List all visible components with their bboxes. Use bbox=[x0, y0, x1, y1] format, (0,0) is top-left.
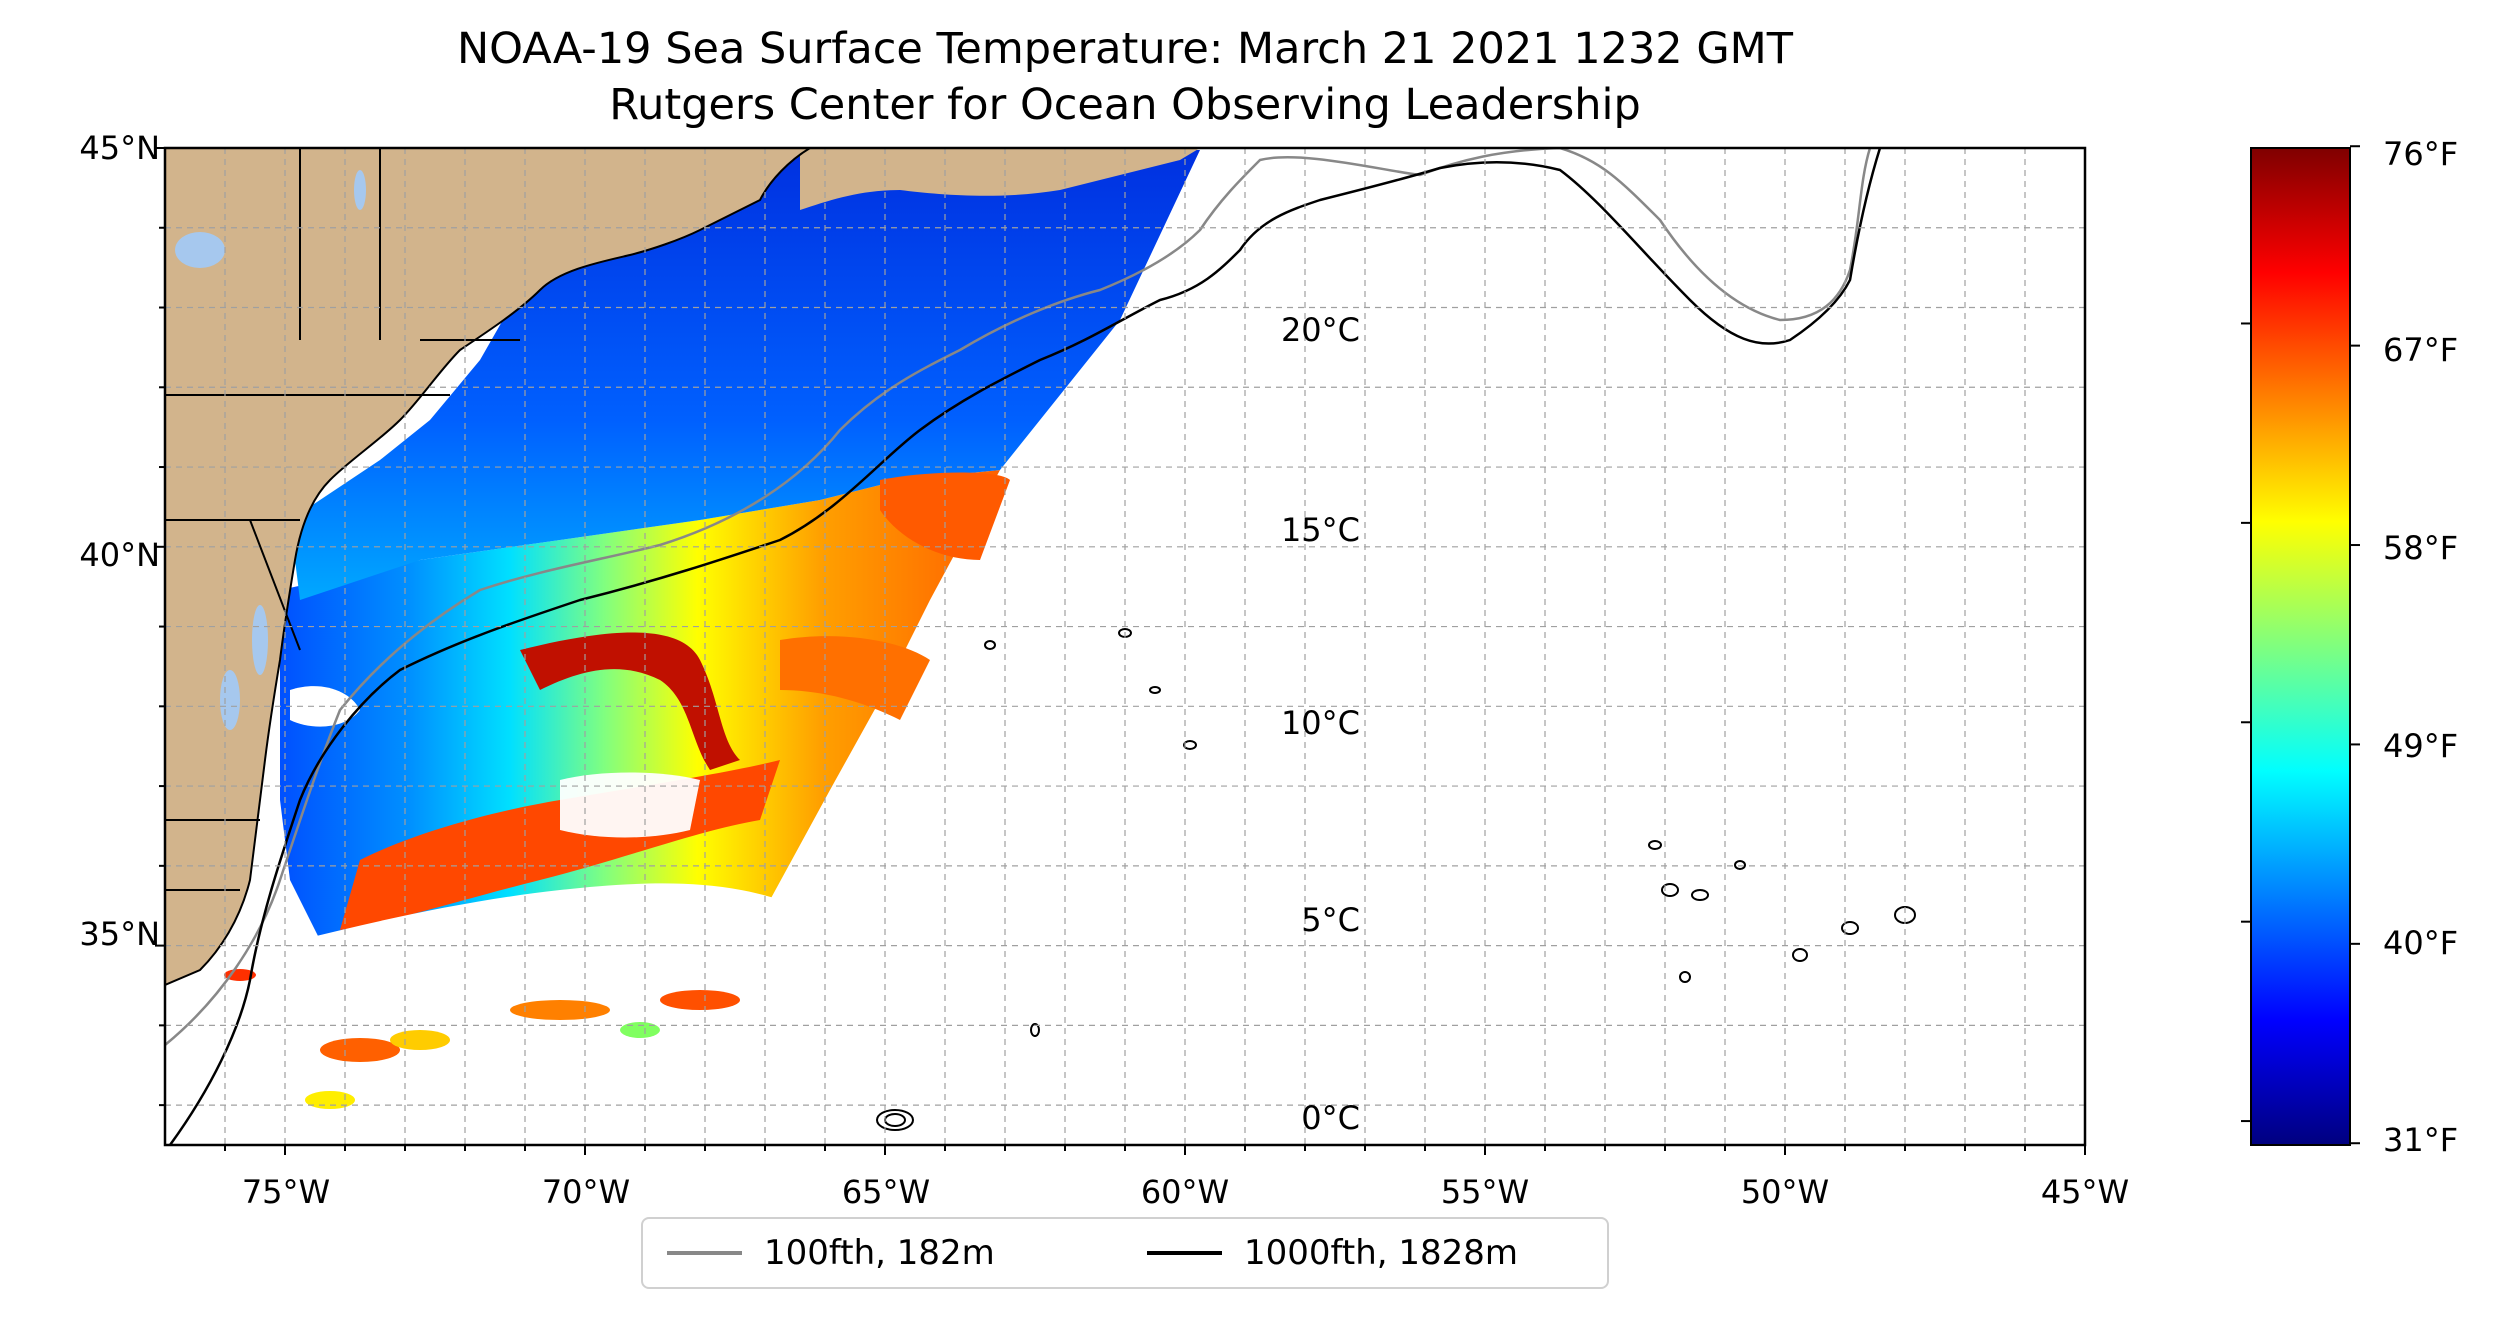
cloud-mask bbox=[300, 883, 780, 1010]
colorbar bbox=[2250, 147, 2351, 1146]
legend-swatch-black-line bbox=[1147, 1251, 1222, 1255]
legend-swatch-gray-line bbox=[667, 1251, 742, 1255]
x-tick-label: 65°W bbox=[841, 1173, 931, 1211]
colorbar-fahrenheit-label: 40°F bbox=[2383, 924, 2459, 962]
colorbar-fahrenheit-label: 67°F bbox=[2383, 331, 2459, 369]
y-tick-label: 40°N bbox=[79, 536, 160, 574]
axis-ticks bbox=[155, 147, 2086, 1155]
colorbar-celsius-label: 10°C bbox=[1280, 704, 1360, 742]
colorbar-fahrenheit-label: 76°F bbox=[2383, 135, 2459, 173]
legend-label: 1000fth, 1828m bbox=[1244, 1233, 1519, 1273]
sst-scatter-patches bbox=[224, 969, 740, 1109]
y-tick-label: 35°N bbox=[79, 915, 160, 953]
colorbar-fahrenheit-label: 31°F bbox=[2383, 1121, 2459, 1159]
coastline bbox=[165, 148, 811, 986]
x-tick-label: 75°W bbox=[241, 1173, 331, 1211]
land-nova-scotia bbox=[800, 148, 1200, 210]
legend-label: 100fth, 182m bbox=[764, 1233, 995, 1273]
sst-swath-north bbox=[290, 150, 1200, 600]
legend: 100fth, 182m 1000fth, 1828m bbox=[641, 1217, 1609, 1289]
gridlines bbox=[165, 148, 2085, 1145]
legend-item-100fth: 100fth, 182m bbox=[667, 1231, 995, 1275]
contour-100fth bbox=[165, 148, 1872, 1046]
colorbar-celsius-label: 0°C bbox=[1301, 1099, 1360, 1137]
map-title: NOAA-19 Sea Surface Temperature: March 2… bbox=[456, 24, 1794, 74]
warm-band-east bbox=[780, 636, 930, 720]
colorbar-celsius-label: 15°C bbox=[1280, 511, 1360, 549]
legend-item-1000fth: 1000fth, 1828m bbox=[1147, 1231, 1518, 1275]
map-subtitle: Rutgers Center for Ocean Observing Leade… bbox=[609, 80, 1641, 130]
contour-1000fth bbox=[168, 148, 1882, 1145]
colorbar-celsius-label: 5°C bbox=[1301, 901, 1360, 939]
colorbar-celsius-label: 20°C bbox=[1280, 311, 1360, 349]
gulf-stream-core bbox=[520, 632, 740, 770]
land-north-america bbox=[165, 148, 810, 985]
colorbar-ticks bbox=[2241, 145, 2360, 1145]
x-tick-label: 50°W bbox=[1740, 1173, 1830, 1211]
cloud-mask-2 bbox=[560, 772, 700, 838]
x-tick-label: 60°W bbox=[1140, 1173, 1230, 1211]
y-tick-label: 45°N bbox=[79, 129, 160, 167]
x-tick-label: 70°W bbox=[541, 1173, 631, 1211]
x-tick-label: 45°W bbox=[2040, 1173, 2130, 1211]
x-tick-label: 55°W bbox=[1440, 1173, 1530, 1211]
colorbar-fahrenheit-label: 49°F bbox=[2383, 727, 2459, 765]
colorbar-fahrenheit-label: 58°F bbox=[2383, 529, 2459, 567]
